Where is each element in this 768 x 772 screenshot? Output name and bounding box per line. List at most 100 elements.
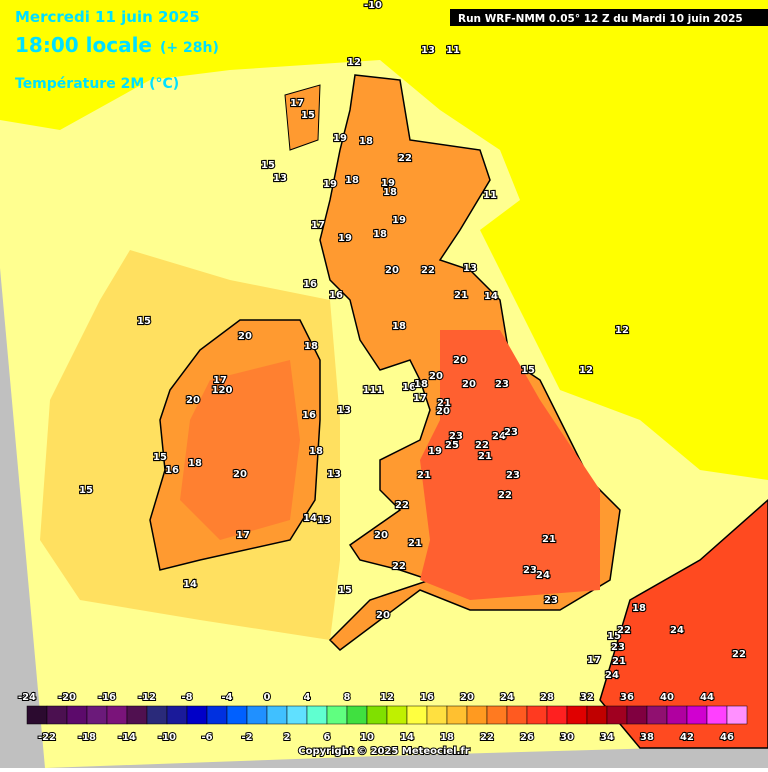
legend-swatch [286,705,308,725]
contour-label: 18 [414,379,428,390]
contour-label: 13 [327,469,341,480]
contour-label: 18 [304,341,318,352]
legend-swatch [586,705,608,725]
legend-label: 0 [264,692,271,703]
contour-label: 12 [579,365,593,376]
contour-label: 23 [504,427,518,438]
legend-label: -2 [241,732,252,743]
legend-swatch [226,705,248,725]
variable: Température 2M (°C) [15,76,179,92]
contour-label: 17 [413,393,427,404]
contour-label: 13 [337,405,351,416]
contour-label: 15 [338,585,352,596]
contour-label: 16 [402,382,416,393]
legend-swatch [686,705,708,725]
cool-sea-area [0,0,768,480]
legend-swatch [646,705,668,725]
legend-label: 22 [480,732,494,743]
england-warm-area [420,330,600,600]
legend-swatch [406,705,428,725]
legend-label: 28 [540,692,554,703]
contour-label: 21 [454,290,468,301]
legend-label: -24 [18,692,36,703]
contour-label: 22 [475,440,489,451]
contour-label: 20 [462,379,476,390]
contour-label: 18 [373,229,387,240]
contour-label: 21 [437,398,451,409]
contour-label: 21 [408,538,422,549]
contour-label: 15 [137,316,151,327]
contour-label: 120 [212,385,233,396]
contour-label: 20 [376,610,390,621]
contour-label: 20 [453,355,467,366]
legend-label: -20 [58,692,76,703]
legend-swatch [466,705,488,725]
legend-swatch [446,705,468,725]
legend-swatch [726,705,748,725]
legend-swatch [166,705,188,725]
legend-label: 8 [344,692,351,703]
run-info: Run WRF-NMM 0.05° 12 Z du Mardi 10 juin … [458,13,743,25]
legend-swatch [66,705,88,725]
legend-swatch [526,705,548,725]
contour-label: 19 [323,179,337,190]
legend-label: 14 [400,732,414,743]
legend-label: 6 [324,732,331,743]
contour-label: 20 [374,530,388,541]
lead-time: (+ 28h) [160,40,219,56]
date: Mercredi 11 juin 2025 [15,8,200,26]
contour-label: 22 [732,649,746,660]
legend-label: 40 [660,692,674,703]
legend-label: 42 [680,732,694,743]
contour-label: 12 [347,57,361,68]
legend-label: 18 [440,732,454,743]
legend-label: 24 [500,692,514,703]
legend-swatch [146,705,168,725]
legend-label: 44 [700,692,714,703]
legend-label: 32 [580,692,594,703]
contour-label: 17 [587,655,601,666]
contour-label: 21 [417,470,431,481]
legend-swatch [626,705,648,725]
legend-swatch [546,705,568,725]
contour-label: 16 [302,410,316,421]
contour-label: 25 [445,440,459,451]
legend-label: 46 [720,732,734,743]
contour-label: 23 [495,379,509,390]
legend-swatch [426,705,448,725]
contour-label: 15 [153,452,167,463]
contour-label: -10 [364,0,382,11]
contour-label: 18 [359,136,373,147]
contour-label: 13 [317,515,331,526]
contour-label: 20 [186,395,200,406]
contour-label: 13 [421,45,435,56]
legend-label: 4 [304,692,311,703]
legend-swatch [206,705,228,725]
continent [599,498,768,749]
contour-label: 18 [392,321,406,332]
contour-label: 23 [611,642,625,653]
legend-swatch [246,705,268,725]
contour-label: 23 [506,470,520,481]
run-box [450,9,768,26]
contour-label: 24 [492,431,506,442]
contour-label: 15 [607,631,621,642]
legend-label: -16 [98,692,116,703]
contour-label: 20 [238,331,252,342]
contour-label: 22 [395,500,409,511]
legend-label: -8 [181,692,192,703]
legend-label: 2 [284,732,291,743]
legend-swatch [506,705,528,725]
contour-label: 15 [301,110,315,121]
legend-label: 20 [460,692,474,703]
contour-label: 13 [273,173,287,184]
contour-label: 23 [544,595,558,606]
contour-label: 24 [605,670,619,681]
legend-swatch [486,705,508,725]
contour-label: 22 [498,490,512,501]
contour-label: 20 [429,371,443,382]
contour-label: 17 [236,530,250,541]
legend-label: -18 [78,732,96,743]
legend-swatch [666,705,688,725]
